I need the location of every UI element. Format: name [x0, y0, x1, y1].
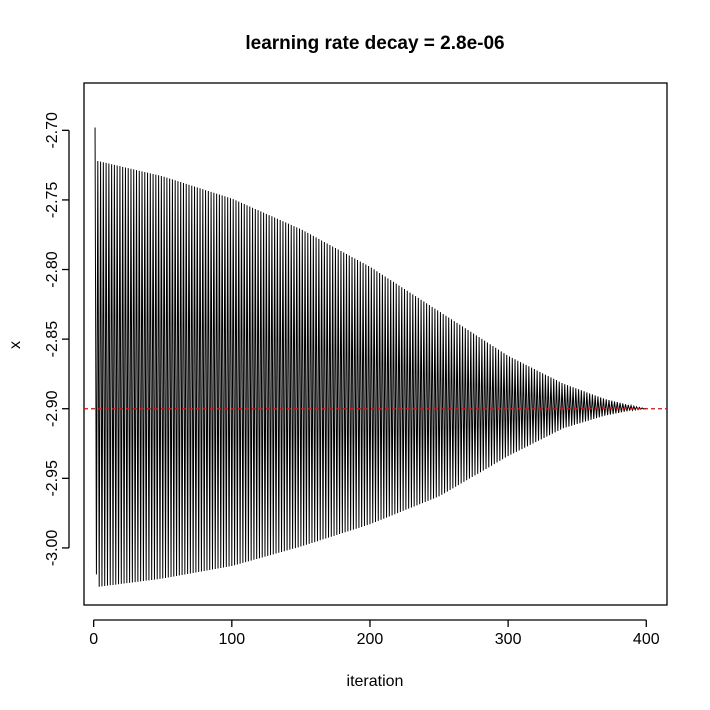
- y-tick-label: -3.00: [44, 530, 61, 567]
- x-tick-label: 400: [633, 631, 660, 648]
- y-tick-label: -2.85: [44, 321, 61, 358]
- x-tick-label: 0: [89, 631, 98, 648]
- y-tick-label: -2.80: [44, 251, 61, 288]
- y-axis: -3.00 -2.95 -2.90 -2.85 -2.80 -2.75 -2.70: [44, 112, 70, 567]
- y-tick-label: -2.70: [44, 112, 61, 149]
- x-tick-label: 300: [495, 631, 522, 648]
- y-tick-label: -2.95: [44, 460, 61, 497]
- series-oscillation: [94, 127, 647, 587]
- x-axis-label: iteration: [347, 673, 404, 690]
- y-tick-label: -2.90: [44, 390, 61, 427]
- x-tick-label: 100: [218, 631, 245, 648]
- plot-frame: [83, 82, 668, 606]
- chart-title: learning rate decay = 2.8e-06: [245, 33, 504, 54]
- x-axis: 0 100 200 300 400: [89, 619, 660, 648]
- x-tick-label: 200: [357, 631, 384, 648]
- series-line: [94, 127, 647, 587]
- y-tick-label: -2.75: [44, 182, 61, 219]
- y-axis-label: x: [7, 341, 24, 349]
